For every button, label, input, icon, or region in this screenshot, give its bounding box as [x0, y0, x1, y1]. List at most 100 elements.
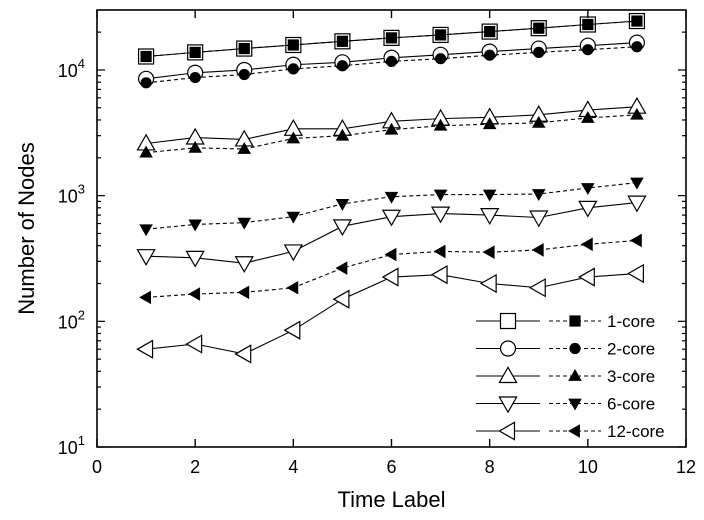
data-point — [498, 396, 518, 414]
data-point — [580, 237, 593, 252]
data-point — [381, 267, 399, 287]
data-point — [283, 244, 303, 262]
data-point — [238, 42, 250, 55]
x-tick-label: 10 — [578, 457, 598, 477]
data-point — [385, 55, 398, 67]
legend-item-3-core: 3-core — [476, 366, 655, 386]
legend-item-6-core: 6-core — [476, 395, 655, 414]
series-6-core-filled — [139, 177, 644, 237]
data-point — [631, 15, 643, 27]
data-point — [484, 25, 496, 38]
data-point — [434, 53, 447, 65]
data-point — [430, 265, 448, 285]
data-point — [498, 421, 516, 441]
data-point — [531, 115, 546, 128]
data-point — [568, 369, 582, 381]
x-tick-label: 2 — [190, 457, 200, 477]
data-point — [582, 44, 594, 56]
data-point — [430, 206, 451, 224]
data-point — [139, 290, 151, 305]
data-point — [531, 189, 546, 201]
data-point — [498, 366, 518, 384]
data-point — [569, 342, 581, 355]
y-tick-label: 103 — [58, 182, 85, 207]
data-point — [531, 243, 544, 257]
data-point — [188, 140, 202, 153]
data-point — [479, 273, 497, 294]
legend-label: 3-core — [607, 367, 655, 386]
data-point — [529, 210, 549, 228]
data-point — [237, 285, 250, 300]
y-tick-label: 101 — [58, 433, 85, 458]
data-point — [577, 267, 595, 287]
data-point — [287, 39, 299, 51]
legend-label: 1-core — [607, 312, 655, 331]
data-point — [286, 131, 301, 144]
data-point — [238, 68, 250, 81]
data-point — [569, 315, 581, 327]
data-point — [533, 46, 545, 58]
data-point — [335, 128, 350, 141]
plot-area — [136, 12, 647, 364]
data-point — [188, 219, 202, 232]
data-point — [140, 77, 152, 89]
data-point — [499, 312, 517, 330]
legend: 1-core 2-core 3-core 6-core 12-core — [476, 312, 665, 441]
data-point — [384, 247, 397, 262]
data-point — [528, 278, 546, 298]
data-point — [287, 63, 299, 75]
y-tick-label: 104 — [58, 56, 85, 81]
data-point — [139, 224, 153, 237]
legend-label: 2-core — [607, 340, 655, 359]
data-point — [189, 71, 201, 84]
x-tick-label: 6 — [386, 457, 396, 477]
data-point — [568, 424, 580, 438]
data-point — [189, 46, 201, 58]
legend-item-12-core: 12-core — [476, 421, 665, 441]
data-point — [434, 29, 447, 41]
legend-label: 6-core — [607, 395, 655, 414]
data-point — [384, 122, 399, 135]
data-point — [140, 50, 152, 63]
data-point — [482, 189, 497, 202]
plot-frame — [96, 9, 687, 448]
data-point — [136, 249, 156, 266]
data-point — [139, 145, 153, 158]
data-point — [384, 191, 399, 204]
data-point — [582, 18, 594, 31]
data-point — [136, 339, 154, 359]
data-point — [332, 289, 350, 309]
series-3-core-open — [136, 96, 647, 151]
series-line — [146, 239, 637, 298]
axis-ticks: 0 2 4 6 8 10 12 101 102 103 104 — [58, 10, 696, 477]
legend-item-2-core: 2-core — [476, 340, 655, 359]
data-point — [629, 233, 642, 248]
data-point — [433, 189, 448, 202]
series-1-core-filled — [140, 15, 643, 63]
data-point — [286, 211, 301, 224]
y-axis-title: Number of Nodes — [14, 142, 39, 314]
data-point — [631, 41, 643, 53]
data-point — [499, 340, 517, 357]
x-tick-label: 0 — [92, 457, 102, 477]
data-point — [482, 117, 497, 130]
series-3-core-filled — [139, 107, 644, 158]
data-point — [335, 261, 348, 275]
data-point — [283, 320, 301, 340]
data-point — [578, 200, 598, 218]
data-point — [630, 177, 644, 190]
data-point — [568, 398, 582, 411]
series-12-core-open — [136, 263, 644, 364]
x-axis-title: Time Label — [337, 487, 445, 512]
data-point — [482, 245, 495, 259]
x-tick-label: 4 — [288, 457, 298, 477]
series-line — [146, 272, 637, 355]
y-tick-label: 102 — [58, 307, 85, 332]
data-point — [234, 256, 254, 274]
data-point — [381, 209, 402, 227]
data-point — [237, 142, 252, 154]
data-point — [188, 287, 201, 301]
data-point — [335, 198, 350, 211]
data-point — [433, 118, 448, 131]
